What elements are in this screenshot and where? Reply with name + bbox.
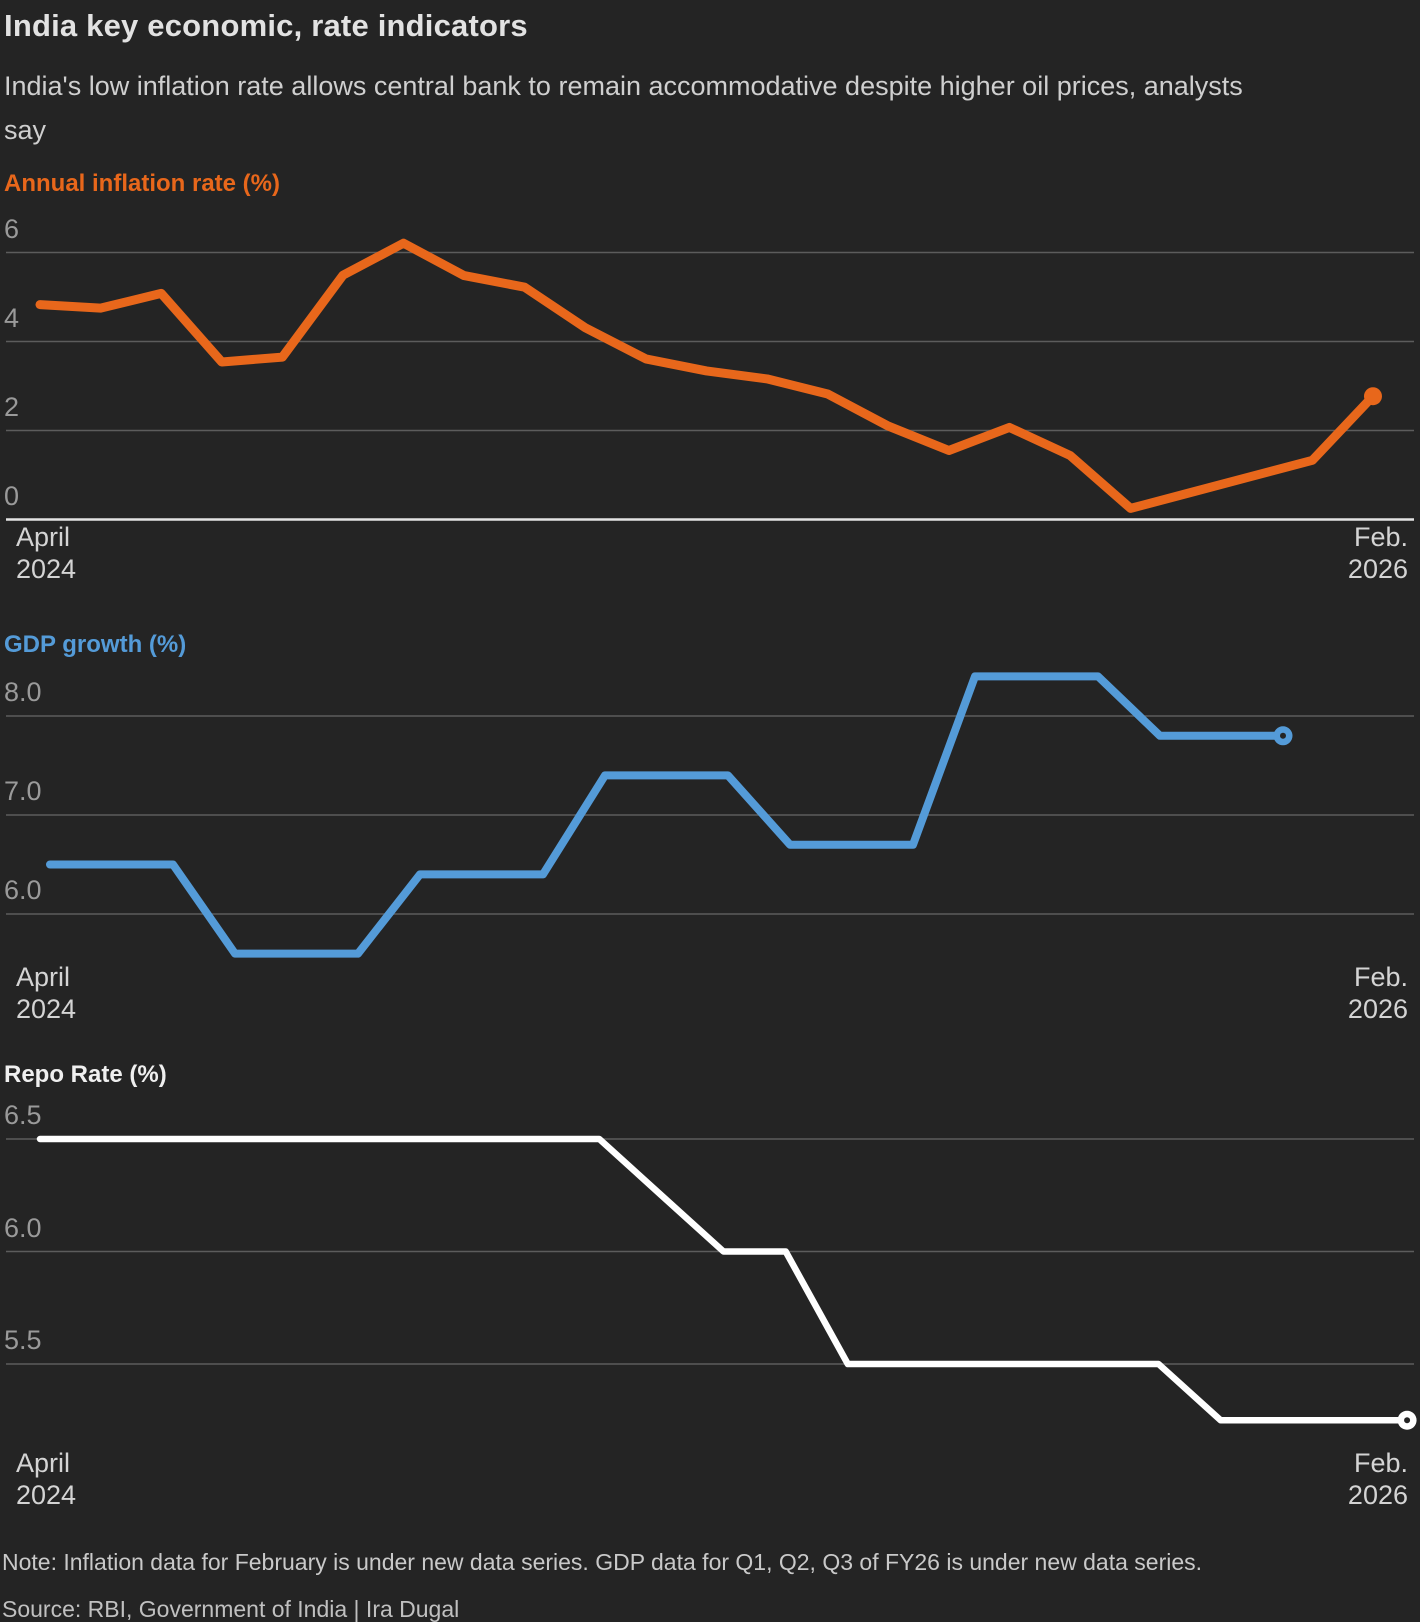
x-axis-label-start: April 2024	[16, 1448, 77, 1510]
y-tick-label: 5.5	[4, 1325, 42, 1355]
chart-title-gdp: GDP growth (%)	[4, 631, 187, 658]
inflation-end-dot	[1363, 387, 1382, 406]
repo-rate-end-dot-core	[1404, 1417, 1411, 1424]
x-axis-label-start: April 2024	[16, 522, 77, 584]
source-line: Source: RBI, Government of India | Ira D…	[2, 1596, 460, 1622]
y-tick-label: 7.0	[4, 776, 42, 806]
y-tick-label: 6.0	[4, 875, 42, 905]
chart-title-inflation: Annual inflation rate (%)	[4, 170, 280, 197]
y-tick-label: 6	[4, 213, 20, 244]
x-axis-label-end: Feb. 2026	[1347, 1448, 1408, 1510]
y-tick-label: 6.5	[4, 1100, 42, 1130]
gdp-growth-line	[46, 672, 1287, 958]
chart-title-repo: Repo Rate (%)	[4, 1061, 167, 1088]
x-axis-label-start: April 2024	[16, 962, 77, 1024]
y-tick-label: 4	[4, 302, 20, 333]
y-tick-label: 8.0	[4, 677, 42, 707]
y-tick-label: 0	[4, 480, 20, 511]
gdp-growth-end-dot-core	[1280, 732, 1286, 739]
y-tick-label: 2	[4, 391, 20, 422]
y-tick-label: 6.0	[4, 1212, 42, 1243]
inflation-line	[35, 238, 1378, 513]
page-title: India key economic, rate indicators	[4, 8, 528, 43]
repo-rate-line	[36, 1135, 1411, 1424]
footnote: Note: Inflation data for February is und…	[2, 1549, 1203, 1575]
x-axis-label-end: Feb. 2026	[1347, 522, 1408, 584]
x-axis-label-end: Feb. 2026	[1347, 962, 1408, 1024]
page-subtitle: India's low inflation rate allows centra…	[4, 71, 1243, 145]
